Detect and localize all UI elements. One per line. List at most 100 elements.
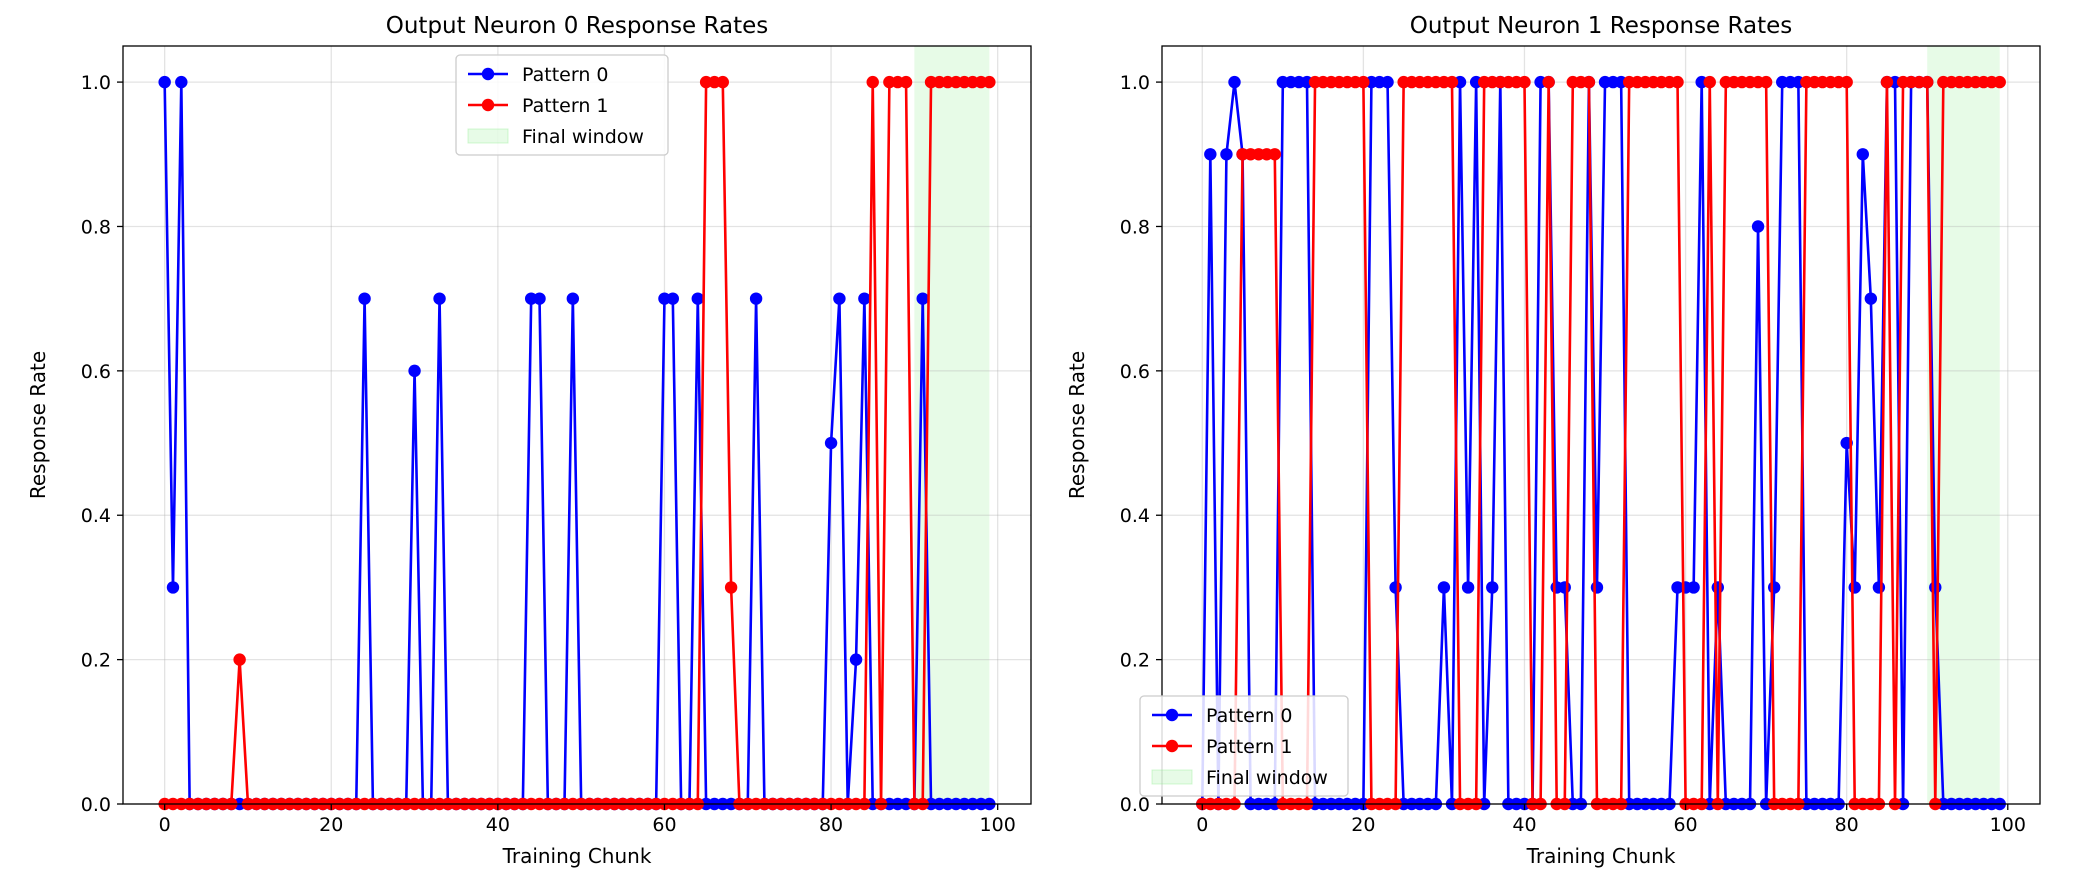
series-0-point	[1711, 581, 1724, 594]
y-tick-label: 0.8	[81, 216, 111, 238]
series-0-point	[1381, 75, 1394, 89]
series-1-point	[1445, 75, 1459, 89]
series-1-point	[1268, 148, 1281, 161]
series-0-point	[666, 292, 679, 305]
series-0-point	[749, 292, 763, 305]
x-tick-label: 60	[652, 814, 676, 836]
series-0-point	[358, 292, 371, 305]
series-1-point	[1357, 75, 1370, 89]
series-0-point	[1864, 292, 1878, 305]
series-1-point	[1518, 75, 1531, 89]
x-tick-label: 40	[486, 814, 510, 836]
series-1-point	[1703, 75, 1716, 89]
legend-label-1: Pattern 1	[1206, 736, 1292, 758]
series-1-point	[1542, 75, 1555, 89]
y-tick-label: 0.0	[1120, 794, 1150, 816]
series-0-point	[1751, 220, 1765, 233]
y-axis-label: Response Rate	[26, 351, 50, 499]
series-0-point	[1856, 148, 1869, 161]
legend-box	[455, 54, 669, 156]
y-tick-label: 0.4	[81, 505, 111, 527]
series-1-point	[724, 581, 738, 594]
series-0-point	[691, 292, 704, 305]
series-0-point	[166, 581, 180, 594]
series-0-point	[858, 292, 871, 305]
series-0-point	[1486, 581, 1499, 594]
series-0-point	[916, 292, 929, 305]
series-0-point	[1767, 581, 1781, 594]
chart-panel-0: 0 20 40 60 80 100 0.0 0.2 0.4 0.6 0.8 1.0 Output Neu…	[26, 13, 1032, 868]
series-1-point	[1671, 75, 1684, 89]
x-tick-label: 80	[1835, 814, 1859, 836]
y-tick-label: 0.4	[1120, 505, 1150, 527]
legend-label-final-window: Final window	[1206, 767, 1328, 789]
legend-marker-1	[1165, 739, 1179, 753]
y-axis-label: Response Rate	[1065, 351, 1089, 499]
legend-swatch-final-window	[1151, 769, 1193, 785]
y-tick-label: 0.2	[1120, 650, 1150, 672]
legend-label-0: Pattern 0	[522, 64, 608, 86]
legend-label-final-window: Final window	[522, 126, 644, 148]
series-0-point	[158, 75, 171, 89]
y-tick-label: 0.6	[1120, 361, 1150, 383]
series-1-point	[233, 653, 246, 666]
series-1-point	[983, 75, 996, 89]
y-tick-label: 0.8	[1120, 216, 1150, 238]
series-0-point	[408, 364, 421, 378]
x-tick-label: 20	[319, 814, 343, 836]
axes-frame	[122, 45, 1032, 805]
x-tick-label: 20	[1351, 814, 1375, 836]
series-0-point	[433, 292, 446, 305]
x-tick-label: 40	[1512, 814, 1536, 836]
series-1-point	[899, 75, 913, 89]
x-tick-label: 100	[980, 814, 1016, 836]
series-1-point	[1880, 75, 1894, 89]
series-0-point	[1204, 148, 1217, 161]
chart-panel-1: 0 20 40 60 80 100 0.0 0.2 0.4 0.6 0.8 1.0 Output Neu…	[1065, 13, 2041, 868]
x-tick-label: 80	[819, 814, 843, 836]
legend-label-1: Pattern 1	[522, 95, 608, 117]
y-tick-label: 1.0	[81, 72, 111, 94]
series-1-point	[716, 75, 729, 89]
series-0-point	[1558, 581, 1571, 594]
axes-frame	[1161, 45, 2041, 805]
series-0-point	[175, 75, 188, 89]
series-0-point	[533, 292, 546, 305]
series-0-point	[833, 292, 846, 305]
legend-marker-1	[481, 98, 495, 112]
legend-box	[1139, 695, 1349, 797]
legend: Pattern 0 Pattern 1 Final window	[455, 54, 669, 156]
series-0-point	[1687, 581, 1700, 594]
series-1-point	[1759, 75, 1773, 89]
series-1-point	[1840, 75, 1853, 89]
y-tick-label: 0.2	[81, 650, 111, 672]
x-axis-label: Training Chunk	[1526, 844, 1676, 868]
x-tick-label: 60	[1673, 814, 1697, 836]
legend-marker-0	[481, 67, 495, 81]
legend-label-0: Pattern 0	[1206, 705, 1292, 727]
legend-swatch-final-window	[467, 128, 509, 144]
x-tick-label: 100	[1990, 814, 2026, 836]
x-tick-label: 0	[159, 814, 171, 836]
series-0-point	[1389, 581, 1402, 594]
series-0-point	[1590, 581, 1604, 594]
series-0-point	[566, 292, 580, 305]
y-tick-label: 0.6	[81, 361, 111, 383]
x-axis-label: Training Chunk	[502, 844, 652, 868]
series-0-point	[1437, 581, 1451, 594]
series-0-point	[1872, 581, 1886, 594]
y-tick-label: 0.0	[81, 794, 111, 816]
legend-marker-0	[1165, 708, 1179, 722]
series-0-point	[1220, 148, 1233, 161]
y-tick-label: 1.0	[1120, 72, 1150, 94]
series-0-point	[1228, 75, 1241, 89]
series-0-point	[849, 653, 863, 666]
series-1-point	[1582, 75, 1596, 89]
x-tick-label: 0	[1196, 814, 1208, 836]
series-0-group	[158, 75, 996, 811]
series-1-point	[866, 75, 879, 89]
series-0-point	[1929, 581, 1942, 594]
chart-title: Output Neuron 0 Response Rates	[386, 13, 769, 39]
series-1-point	[1993, 75, 2006, 89]
